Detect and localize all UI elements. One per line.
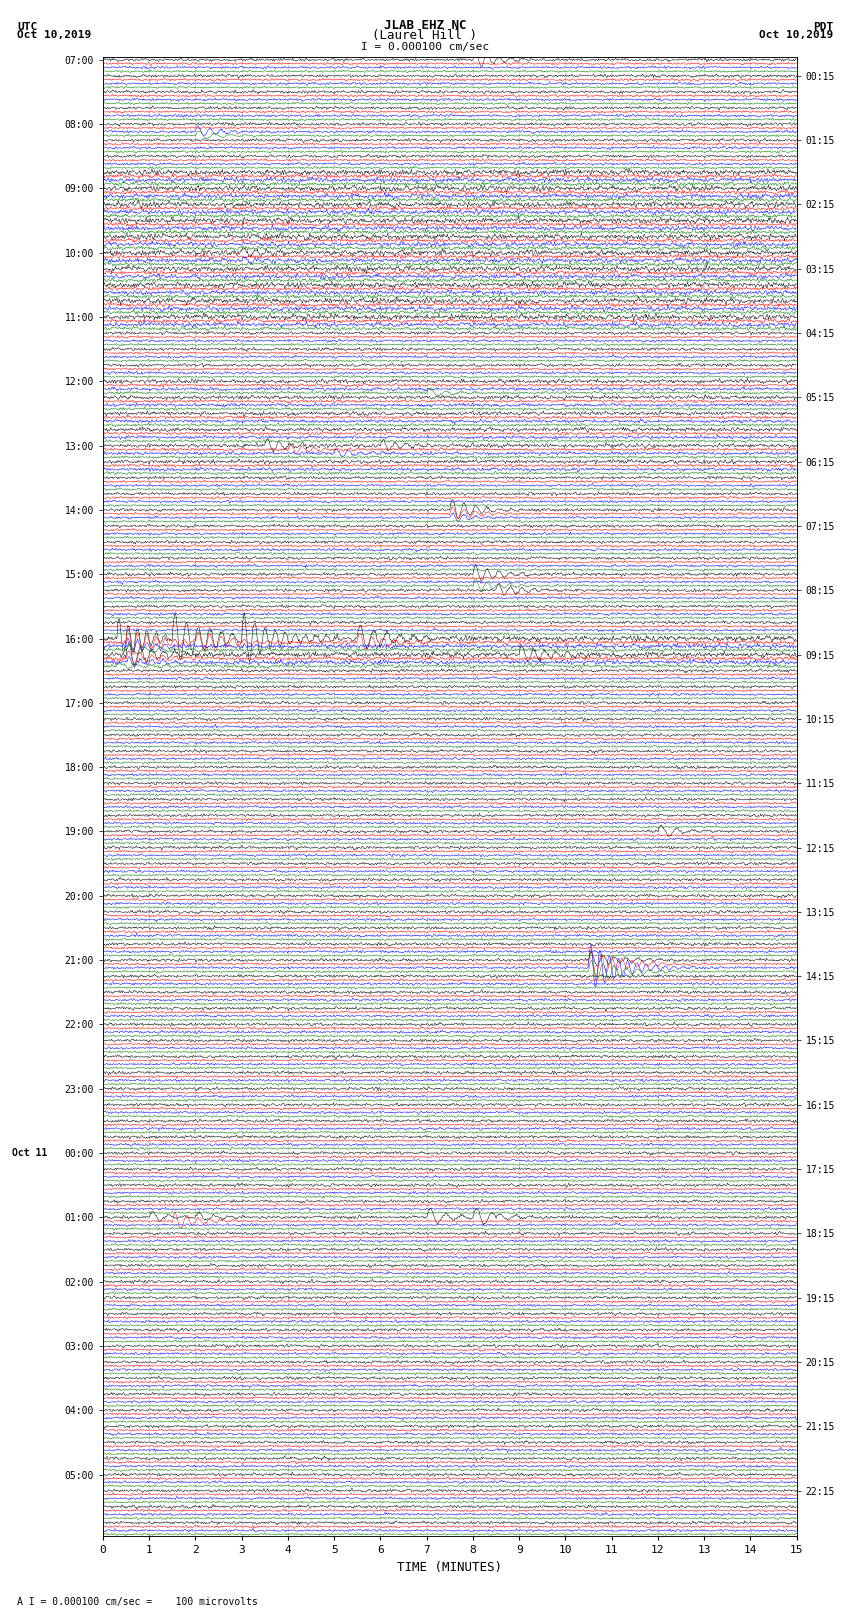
Text: (Laurel Hill ): (Laurel Hill ) [372, 29, 478, 42]
Text: Oct 11: Oct 11 [12, 1148, 48, 1158]
Text: Oct 10,2019: Oct 10,2019 [759, 31, 833, 40]
Text: UTC: UTC [17, 23, 37, 32]
X-axis label: TIME (MINUTES): TIME (MINUTES) [397, 1561, 502, 1574]
Text: A I = 0.000100 cm/sec =    100 microvolts: A I = 0.000100 cm/sec = 100 microvolts [17, 1597, 258, 1607]
Text: PDT: PDT [813, 23, 833, 32]
Text: I = 0.000100 cm/sec: I = 0.000100 cm/sec [361, 42, 489, 52]
Text: Oct 10,2019: Oct 10,2019 [17, 31, 91, 40]
Text: JLAB EHZ NC: JLAB EHZ NC [383, 19, 467, 32]
